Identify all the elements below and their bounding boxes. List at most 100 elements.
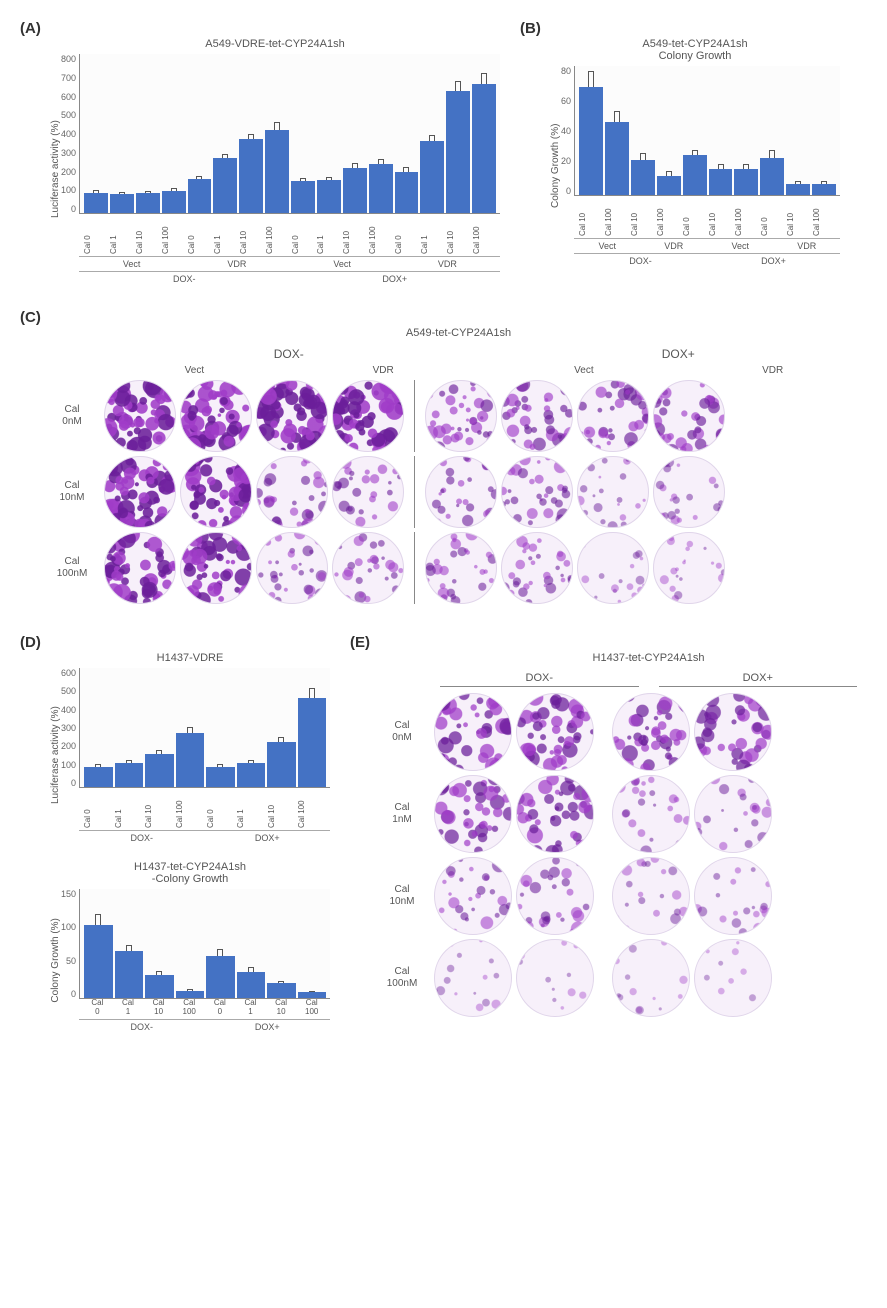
bar	[84, 193, 108, 213]
bar	[734, 169, 758, 195]
chart-b-yticks: 806040200	[561, 66, 574, 196]
bar	[188, 179, 212, 213]
dox-header: DOX+	[659, 672, 858, 687]
chart-a-outer-groups: DOX-DOX+	[79, 271, 500, 284]
chart-d1-title: H1437-VDRE	[50, 652, 330, 664]
bar	[176, 733, 205, 787]
colony-well	[516, 939, 594, 1017]
panel-e-title: H1437-tet-CYP24A1sh	[430, 652, 867, 664]
bar	[317, 180, 341, 213]
colony-well	[104, 456, 176, 528]
bar	[760, 158, 784, 195]
panel-label-e: (E)	[350, 634, 370, 651]
colony-well	[612, 775, 690, 853]
colony-well	[434, 939, 512, 1017]
panel-c: (C) A549-tet-CYP24A1sh DOX-VectVDRDOX+Ve…	[20, 309, 867, 604]
x-label: Cal 0	[83, 788, 112, 828]
x-label: Cal 100	[175, 788, 204, 828]
x-label: Cal 0	[291, 214, 315, 254]
bar	[115, 951, 144, 998]
panel-a: (A) A549-VDRE-tet-CYP24A1sh Luciferase a…	[20, 20, 500, 284]
x-label: Cal 0	[760, 196, 784, 236]
bar	[115, 763, 144, 787]
colony-well	[104, 380, 176, 452]
chart-d1-ylabel: Luciferase activity (%)	[50, 668, 61, 843]
row-label: Cal 100nM	[50, 556, 94, 580]
colony-well	[694, 939, 772, 1017]
x-label: Cal 100	[175, 999, 204, 1017]
bar	[84, 767, 113, 787]
x-label: Cal 0	[83, 214, 107, 254]
panel-e: (E) H1437-tet-CYP24A1sh DOX-DOX+Cal 0nMC…	[350, 634, 867, 1032]
x-label: Cal 10	[786, 196, 810, 236]
chart-d2-title: H1437-tet-CYP24A1sh -Colony Growth	[50, 861, 330, 885]
colony-well	[332, 532, 404, 604]
x-label: Cal 10	[578, 196, 602, 236]
chart-d2-yticks: 150100500	[61, 889, 79, 999]
col-header: Vect	[490, 365, 679, 376]
chart-d1-bars	[79, 668, 330, 788]
x-label: Cal 100	[734, 196, 758, 236]
colony-well	[612, 939, 690, 1017]
x-label: Cal 100	[812, 196, 836, 236]
group-outer-label: DOX+	[707, 253, 840, 266]
x-label: Cal 100	[297, 788, 326, 828]
chart-d1-yticks: 6005004003002001000	[61, 668, 79, 788]
panel-e-wells: DOX-DOX+Cal 0nMCal 1nMCal 10nMCal 100nM	[380, 672, 867, 1017]
bar	[579, 87, 603, 195]
col-header: VDR	[289, 365, 478, 376]
chart-a-xlabels: Cal 0Cal 1Cal 10Cal 100Cal 0Cal 1Cal 10C…	[79, 214, 500, 254]
colony-well	[653, 456, 725, 528]
chart-d2-xlabels: Cal 0Cal 1Cal 10Cal 100Cal 0Cal 1Cal 10C…	[79, 999, 330, 1017]
colony-well	[425, 380, 497, 452]
dox-header: DOX-	[100, 347, 478, 361]
group-outer-label: DOX-	[79, 1019, 204, 1032]
colony-well	[180, 456, 252, 528]
chart-b-outer-groups: DOX-DOX+	[574, 253, 840, 266]
group-inner-label: Vect	[290, 256, 395, 269]
bar	[206, 956, 235, 998]
colony-well	[256, 456, 328, 528]
bar	[343, 168, 367, 213]
colony-well	[577, 456, 649, 528]
group-inner-label: Vect	[707, 238, 774, 251]
chart-a-bars	[79, 54, 500, 214]
x-label: Cal 0	[394, 214, 418, 254]
colony-well	[256, 532, 328, 604]
colony-well	[434, 857, 512, 935]
bar	[162, 191, 186, 213]
x-label: Cal 1	[114, 788, 143, 828]
x-label: Cal 10	[267, 999, 296, 1017]
bar	[298, 698, 327, 787]
x-label: Cal 0	[187, 214, 211, 254]
colony-well	[653, 532, 725, 604]
colony-well	[694, 857, 772, 935]
bar	[176, 991, 205, 998]
colony-well	[694, 775, 772, 853]
bar	[265, 130, 289, 213]
bar	[267, 983, 296, 998]
chart-b-bars	[574, 66, 840, 196]
bar	[812, 184, 836, 195]
bar	[472, 84, 496, 213]
x-label: Cal 0	[682, 196, 706, 236]
chart-b-ylabel: Colony Growth (%)	[550, 66, 561, 266]
bar	[369, 164, 393, 213]
colony-well	[501, 456, 573, 528]
bar	[446, 91, 470, 213]
colony-well	[516, 693, 594, 771]
chart-d2-bars	[79, 889, 330, 999]
bar	[291, 181, 315, 213]
bar	[237, 763, 266, 787]
colony-well	[577, 380, 649, 452]
colony-well	[104, 532, 176, 604]
chart-b-title: A549-tet-CYP24A1sh Colony Growth	[550, 38, 840, 62]
colony-well	[612, 857, 690, 935]
x-label: Cal 10	[135, 214, 159, 254]
colony-well	[501, 532, 573, 604]
colony-well	[501, 380, 573, 452]
colony-well	[180, 380, 252, 452]
row-label: Cal 0nM	[380, 720, 424, 744]
col-header: Vect	[100, 365, 289, 376]
chart-d2-outer-groups: DOX-DOX+	[79, 1019, 330, 1032]
